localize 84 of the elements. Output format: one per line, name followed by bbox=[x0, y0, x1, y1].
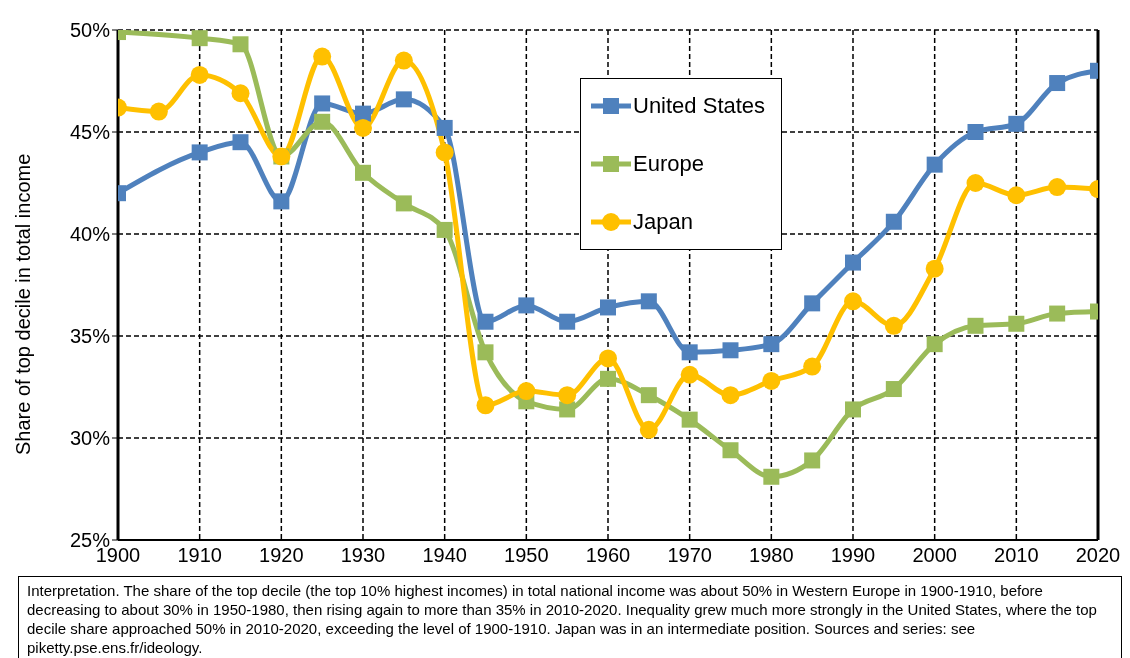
point bbox=[844, 292, 862, 311]
point bbox=[354, 118, 372, 137]
x-tick-label: 1990 bbox=[830, 544, 876, 567]
point bbox=[763, 336, 780, 353]
point bbox=[395, 195, 412, 212]
x-tick-label: 2000 bbox=[912, 544, 957, 567]
point bbox=[191, 144, 208, 161]
point bbox=[231, 84, 250, 103]
point bbox=[517, 382, 536, 401]
point bbox=[436, 119, 453, 136]
y-tick-label: 35% bbox=[69, 325, 111, 348]
x-tick-label: 1980 bbox=[749, 544, 794, 567]
point bbox=[232, 36, 249, 53]
point bbox=[1048, 178, 1067, 197]
point bbox=[599, 349, 617, 368]
point bbox=[314, 95, 331, 112]
point bbox=[1008, 115, 1025, 132]
point bbox=[394, 51, 413, 70]
x-tick-label: 1960 bbox=[585, 544, 631, 567]
x-tick-label: 1920 bbox=[259, 544, 304, 567]
x-tick-label: 1950 bbox=[504, 544, 549, 567]
point bbox=[926, 156, 943, 173]
point bbox=[558, 386, 577, 405]
point bbox=[518, 297, 535, 314]
x-tick-label: 1970 bbox=[667, 544, 712, 567]
point bbox=[967, 124, 984, 140]
point bbox=[721, 386, 740, 405]
point bbox=[191, 30, 208, 47]
point bbox=[885, 213, 902, 230]
point bbox=[600, 299, 616, 316]
point bbox=[804, 295, 821, 312]
point bbox=[476, 396, 495, 415]
point bbox=[966, 174, 985, 192]
point bbox=[639, 420, 658, 439]
point bbox=[722, 442, 739, 459]
x-tick-label: 2010 bbox=[994, 544, 1039, 567]
x-tick-label: 1930 bbox=[340, 544, 386, 567]
point bbox=[559, 313, 576, 330]
text: Interpretation. The share of the top decile (the top 10% highest incomes) in total national income was about 50% in Western Europe in 1900-1910, before decreasing to about 30% in 1950-1980, then rising again to more than 35% in 2010-2020. Inequality grew much more strongly in the United States, where the top decile share approached 50% in 2010-2020, exceeding the level of 1900-1910. Japan was in an intermediate position. Sources and series: see piketty.pse.ens.fr/ideology. bbox=[18, 576, 1122, 658]
point bbox=[884, 316, 903, 335]
point bbox=[395, 91, 412, 108]
point bbox=[640, 293, 657, 310]
point bbox=[967, 317, 984, 334]
y-axis-title: Share of top decile in total income bbox=[12, 153, 35, 455]
point bbox=[885, 381, 902, 398]
y-tick-label: 30% bbox=[69, 427, 111, 450]
y-tick-label: 40% bbox=[69, 223, 111, 246]
point bbox=[762, 371, 781, 390]
point bbox=[436, 221, 453, 238]
point bbox=[1008, 315, 1025, 332]
point bbox=[600, 370, 616, 387]
point bbox=[845, 401, 861, 418]
point bbox=[680, 365, 699, 384]
point bbox=[804, 452, 821, 469]
point bbox=[1049, 75, 1066, 92]
point bbox=[640, 387, 657, 404]
legend-label: United States bbox=[633, 93, 766, 119]
point bbox=[435, 143, 454, 162]
x-tick-label: 1910 bbox=[177, 544, 222, 567]
point bbox=[1049, 305, 1066, 322]
point bbox=[925, 259, 944, 278]
point bbox=[190, 65, 209, 84]
point bbox=[314, 113, 331, 130]
y-tick-label: 50% bbox=[69, 19, 111, 42]
point bbox=[722, 342, 739, 359]
x-tick-label: 1940 bbox=[422, 544, 467, 567]
point bbox=[681, 344, 698, 361]
point bbox=[273, 193, 290, 210]
point bbox=[1007, 186, 1026, 205]
point bbox=[313, 47, 332, 66]
point bbox=[149, 102, 168, 121]
point bbox=[681, 411, 698, 428]
legend-label: Japan bbox=[633, 209, 693, 235]
y-tick-label: 45% bbox=[69, 121, 111, 144]
point bbox=[355, 164, 371, 181]
x-tick-label: 2020 bbox=[1075, 544, 1121, 567]
legend-label: Europe bbox=[633, 151, 704, 177]
point bbox=[926, 336, 943, 353]
point bbox=[803, 357, 822, 376]
point bbox=[477, 344, 494, 361]
point bbox=[232, 134, 249, 151]
point bbox=[845, 254, 861, 271]
point bbox=[477, 313, 494, 330]
point bbox=[763, 468, 780, 485]
